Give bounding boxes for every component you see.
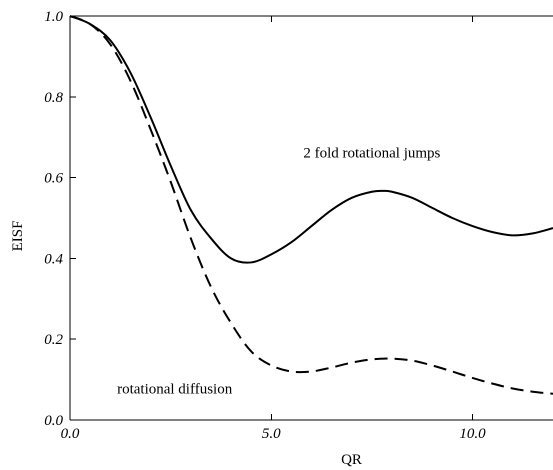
plot-area [70, 15, 553, 395]
solid-series-line [70, 15, 553, 264]
x-tick-label: 5.0 [262, 426, 281, 442]
annotation-label: rotational diffusion [117, 382, 233, 398]
y-tick-label: 0.4 [44, 251, 63, 267]
text-layer: 0.0 0.2 0.4 0.6 0.8 1.0 0.0 5.0 10.0 QR EISF 2 fold… [10, 9, 486, 468]
x-tick-label: 0.0 [61, 426, 80, 442]
axes [69, 15, 553, 421]
dashed-series-line [70, 15, 553, 395]
y-tick-label: 0.6 [44, 171, 63, 187]
y-tick-label: 1.0 [44, 9, 63, 25]
x-axis-label: QR [341, 452, 362, 468]
y-tick-label: 0.2 [44, 332, 63, 348]
y-tick-label: 0.8 [44, 90, 63, 106]
x-tick-label: 10.0 [459, 426, 486, 442]
annotation-label: 2 fold rotational jumps [303, 145, 440, 161]
y-axis-label: EISF [10, 221, 26, 252]
y-tick-label: 0.0 [44, 413, 63, 429]
